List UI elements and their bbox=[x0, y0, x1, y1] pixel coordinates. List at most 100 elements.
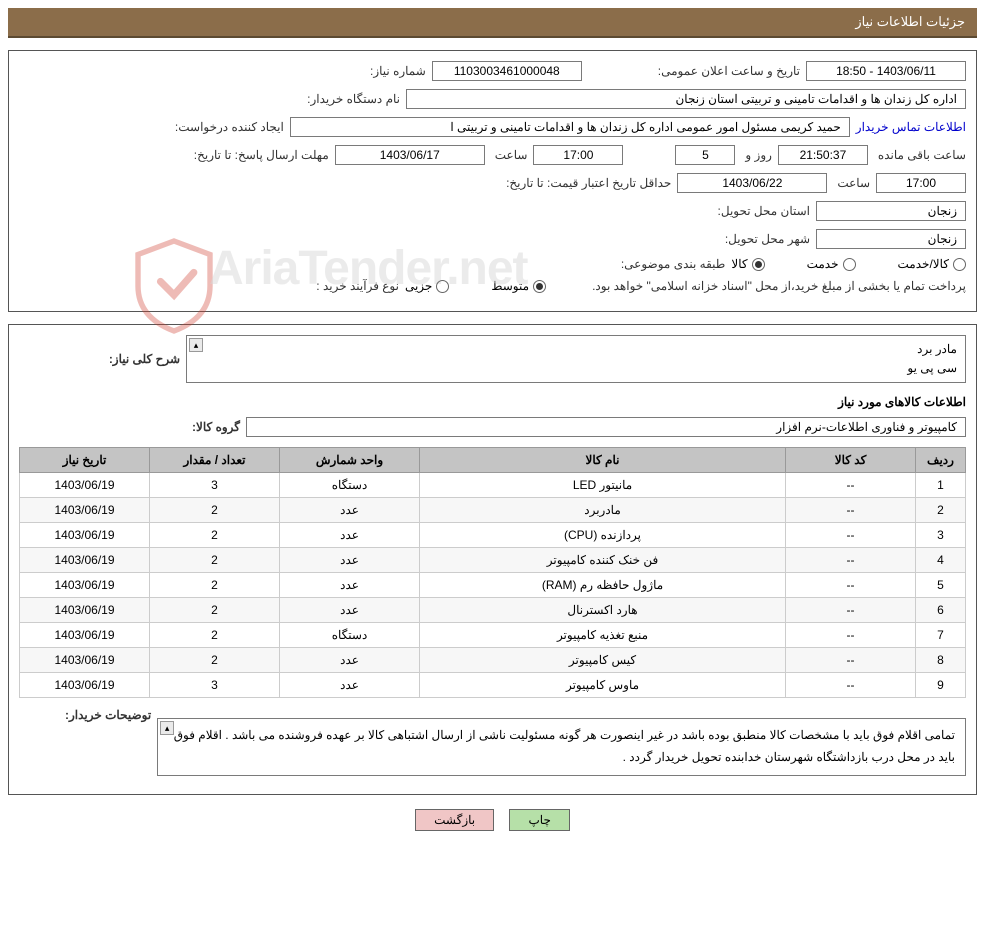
th-name: نام کالا bbox=[420, 448, 786, 473]
desc-textarea[interactable]: ▴ مادر برد سی پی یو bbox=[186, 335, 966, 383]
deadline-time: 17:00 bbox=[533, 145, 623, 165]
radio-partial-label: جزیی bbox=[405, 279, 432, 293]
requester-label: ایجاد کننده درخواست: bbox=[134, 120, 284, 134]
radio-both-label: کالا/خدمت bbox=[898, 257, 949, 271]
table-row: 4--فن خنک کننده کامپیوترعدد21403/06/19 bbox=[20, 548, 966, 573]
buyer-contact-link[interactable]: اطلاعات تماس خریدار bbox=[856, 120, 966, 134]
print-button[interactable]: چاپ bbox=[509, 809, 569, 831]
need-number-value: 1103003461000048 bbox=[432, 61, 582, 81]
table-cell: کیس کامپیوتر bbox=[420, 648, 786, 673]
table-cell: منبع تغذیه کامپیوتر bbox=[420, 623, 786, 648]
radio-dot-icon bbox=[436, 280, 449, 293]
table-cell: 2 bbox=[916, 498, 966, 523]
table-cell: مانیتور LED bbox=[420, 473, 786, 498]
table-cell: عدد bbox=[280, 648, 420, 673]
radio-service[interactable]: خدمت bbox=[807, 257, 856, 271]
table-cell: 1403/06/19 bbox=[20, 548, 150, 573]
table-row: 7--منبع تغذیه کامپیوتردستگاه21403/06/19 bbox=[20, 623, 966, 648]
table-cell: 9 bbox=[916, 673, 966, 698]
table-cell: عدد bbox=[280, 598, 420, 623]
description-panel: شرح کلی نیاز: ▴ مادر برد سی پی یو اطلاعا… bbox=[8, 324, 977, 795]
items-section-title: اطلاعات کالاهای مورد نیاز bbox=[19, 395, 966, 409]
validity-time: 17:00 bbox=[876, 173, 966, 193]
radio-dot-icon bbox=[752, 258, 765, 271]
details-panel: AriaTender.net شماره نیاز: 1103003461000… bbox=[8, 50, 977, 312]
table-cell: -- bbox=[786, 473, 916, 498]
buyer-note-textarea[interactable]: ▴ تمامی اقلام فوق باید با مشخصات کالا من… bbox=[157, 718, 966, 775]
items-table: ردیف کد کالا نام کالا واحد شمارش تعداد /… bbox=[19, 447, 966, 698]
table-cell: 3 bbox=[150, 473, 280, 498]
table-cell: -- bbox=[786, 548, 916, 573]
radio-service-label: خدمت bbox=[807, 257, 839, 271]
table-cell: 2 bbox=[150, 598, 280, 623]
th-code: کد کالا bbox=[786, 448, 916, 473]
process-label: نوع فرآیند خرید : bbox=[249, 279, 399, 293]
saat-label-1: ساعت bbox=[495, 148, 528, 162]
radio-dot-icon bbox=[533, 280, 546, 293]
table-cell: 2 bbox=[150, 523, 280, 548]
table-cell: دستگاه bbox=[280, 473, 420, 498]
buyer-note-label: توضیحات خریدار: bbox=[23, 708, 151, 722]
validity-date: 1403/06/22 bbox=[677, 173, 827, 193]
city-label: شهر محل تحویل: bbox=[660, 232, 810, 246]
radio-partial[interactable]: جزیی bbox=[405, 279, 449, 293]
th-qty: تعداد / مقدار bbox=[150, 448, 280, 473]
table-cell: 7 bbox=[916, 623, 966, 648]
table-cell: پردازنده (CPU) bbox=[420, 523, 786, 548]
radio-both[interactable]: کالا/خدمت bbox=[898, 257, 966, 271]
table-row: 6--هارد اکسترنالعدد21403/06/19 bbox=[20, 598, 966, 623]
table-cell: 1 bbox=[916, 473, 966, 498]
table-cell: 8 bbox=[916, 648, 966, 673]
buyer-org-value: اداره کل زندان ها و اقدامات تامینی و ترب… bbox=[406, 89, 966, 109]
radio-dot-icon bbox=[953, 258, 966, 271]
table-cell: 2 bbox=[150, 498, 280, 523]
group-label: گروه کالا: bbox=[130, 420, 240, 434]
table-cell: 1403/06/19 bbox=[20, 598, 150, 623]
scroll-up-icon[interactable]: ▴ bbox=[189, 338, 203, 352]
table-cell: 4 bbox=[916, 548, 966, 573]
table-row: 5--ماژول حافظه رم (RAM)عدد21403/06/19 bbox=[20, 573, 966, 598]
table-cell: -- bbox=[786, 673, 916, 698]
table-cell: هارد اکسترنال bbox=[420, 598, 786, 623]
th-row: ردیف bbox=[916, 448, 966, 473]
table-cell: فن خنک کننده کامپیوتر bbox=[420, 548, 786, 573]
table-row: 1--مانیتور LEDدستگاه31403/06/19 bbox=[20, 473, 966, 498]
saat-label-2: ساعت bbox=[837, 176, 870, 190]
table-cell: عدد bbox=[280, 498, 420, 523]
category-label: طبقه بندی موضوعی: bbox=[575, 257, 725, 271]
table-cell: 2 bbox=[150, 573, 280, 598]
table-cell: 2 bbox=[150, 623, 280, 648]
table-cell: عدد bbox=[280, 673, 420, 698]
table-cell: -- bbox=[786, 573, 916, 598]
table-cell: 1403/06/19 bbox=[20, 523, 150, 548]
footer-buttons: چاپ بازگشت bbox=[8, 809, 977, 831]
radio-goods-label: کالا bbox=[731, 257, 747, 271]
table-cell: -- bbox=[786, 498, 916, 523]
back-button[interactable]: بازگشت bbox=[415, 809, 494, 831]
deadline-date: 1403/06/17 bbox=[335, 145, 485, 165]
table-cell: ماژول حافظه رم (RAM) bbox=[420, 573, 786, 598]
table-cell: 2 bbox=[150, 648, 280, 673]
scroll-up-icon[interactable]: ▴ bbox=[160, 721, 174, 735]
radio-goods[interactable]: کالا bbox=[731, 257, 764, 271]
table-cell: 3 bbox=[150, 673, 280, 698]
desc-label: شرح کلی نیاز: bbox=[70, 352, 180, 366]
table-cell: 2 bbox=[150, 548, 280, 573]
table-cell: 6 bbox=[916, 598, 966, 623]
table-cell: 3 bbox=[916, 523, 966, 548]
radio-medium[interactable]: متوسط bbox=[491, 279, 546, 293]
buyer-org-label: نام دستگاه خریدار: bbox=[250, 92, 400, 106]
table-cell: 1403/06/19 bbox=[20, 498, 150, 523]
announce-value: 1403/06/11 - 18:50 bbox=[806, 61, 966, 81]
group-value: کامپیوتر و فناوری اطلاعات-نرم افزار bbox=[246, 417, 966, 437]
table-cell: مادربرد bbox=[420, 498, 786, 523]
table-cell: 1403/06/19 bbox=[20, 673, 150, 698]
province-value: زنجان bbox=[816, 201, 966, 221]
th-date: تاریخ نیاز bbox=[20, 448, 150, 473]
table-cell: 1403/06/19 bbox=[20, 648, 150, 673]
province-label: استان محل تحویل: bbox=[660, 204, 810, 218]
table-cell: -- bbox=[786, 523, 916, 548]
rooz-label: روز و bbox=[745, 148, 772, 162]
desc-line-1: مادر برد bbox=[195, 340, 957, 359]
table-cell: عدد bbox=[280, 548, 420, 573]
